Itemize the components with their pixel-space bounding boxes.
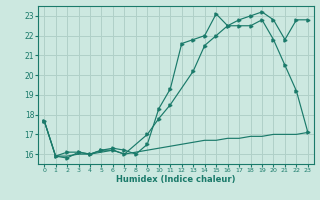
X-axis label: Humidex (Indice chaleur): Humidex (Indice chaleur)	[116, 175, 236, 184]
